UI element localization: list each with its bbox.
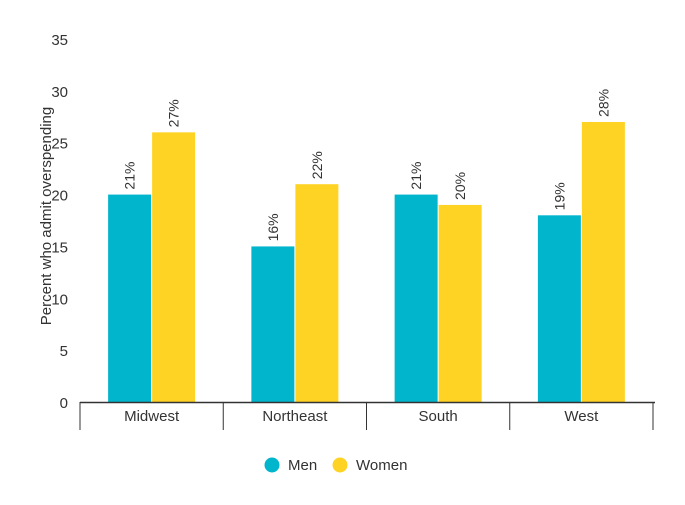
bar-men-midwest	[108, 194, 152, 402]
legend-label-men: Men	[288, 457, 317, 474]
y-tick-label: 20	[51, 188, 68, 205]
data-label: 16%	[265, 213, 281, 241]
legend-label-women: Women	[356, 457, 407, 474]
y-tick-label: 0	[60, 395, 68, 412]
data-label: 27%	[166, 99, 182, 127]
data-label: 19%	[551, 182, 567, 210]
bar-women-northeast	[295, 184, 339, 402]
y-axis-title: Percent who admit overspending	[38, 107, 55, 325]
x-category-label: Northeast	[262, 408, 328, 425]
x-category-label: South	[419, 408, 458, 425]
legend-swatch-men	[264, 457, 280, 473]
legend-swatch-women	[332, 457, 348, 473]
y-tick-label: 35	[51, 32, 68, 49]
y-tick-label: 15	[51, 239, 68, 256]
y-tick-label: 5	[60, 343, 68, 360]
data-label: 22%	[309, 151, 325, 179]
x-category-label: West	[564, 408, 599, 425]
data-label: 21%	[408, 162, 424, 190]
bar-men-west	[537, 215, 581, 402]
data-label: 20%	[452, 172, 468, 200]
bar-women-west	[581, 121, 625, 402]
bar-women-south	[438, 204, 482, 402]
legend: Men Women	[264, 457, 407, 474]
y-tick-label: 25	[51, 136, 68, 153]
y-tick-label: 10	[51, 291, 68, 308]
x-category-label: Midwest	[124, 408, 180, 425]
x-axis: Midwest Northeast South West	[79, 401, 655, 430]
bar-men-northeast	[251, 246, 295, 402]
data-label: 21%	[122, 162, 138, 190]
data-label: 28%	[595, 89, 611, 117]
y-tick-label: 30	[51, 84, 68, 101]
y-axis-ticks: 0 5 10 15 20 25 30 35	[51, 32, 68, 412]
bar-men-south	[394, 194, 438, 402]
bars: 21% 27% 16% 22% 21% 20% 19% 28%	[108, 89, 625, 403]
bar-women-midwest	[152, 132, 196, 403]
